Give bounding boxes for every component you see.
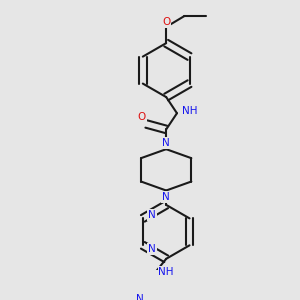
Text: N: N bbox=[162, 192, 170, 202]
Text: NH: NH bbox=[158, 267, 174, 277]
Text: O: O bbox=[162, 17, 170, 28]
Text: N: N bbox=[148, 210, 156, 220]
Text: O: O bbox=[138, 112, 146, 122]
Text: NH: NH bbox=[182, 106, 197, 116]
Text: N: N bbox=[162, 138, 170, 148]
Text: N: N bbox=[136, 294, 143, 300]
Text: N: N bbox=[148, 244, 156, 254]
